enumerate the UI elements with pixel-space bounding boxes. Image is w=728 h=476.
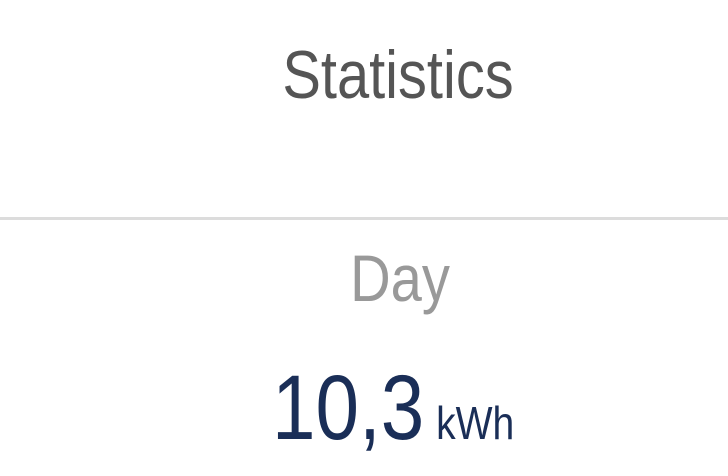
- energy-value: 10,3 kWh: [272, 356, 514, 461]
- period-label: Day: [350, 241, 450, 315]
- value-unit: kWh: [436, 397, 515, 449]
- divider: [0, 217, 728, 220]
- value-number: 10,3: [272, 357, 425, 459]
- page-title: Statistics: [282, 37, 514, 113]
